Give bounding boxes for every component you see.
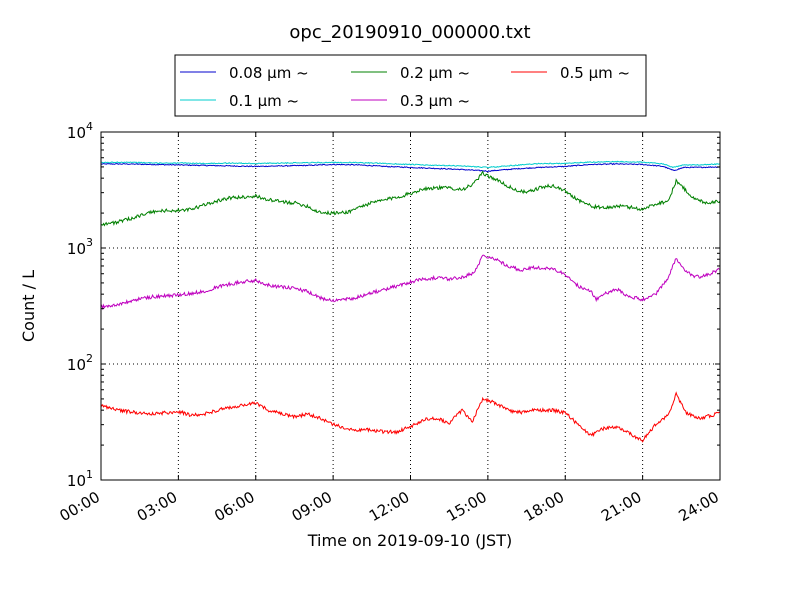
legend-label: 0.2 μm ~ xyxy=(400,64,470,82)
y-tick-exponent: 4 xyxy=(86,120,93,133)
y-tick-exponent: 3 xyxy=(86,236,93,249)
chart-title: opc_20190910_000000.txt xyxy=(289,22,530,43)
legend: 0.08 μm ~ 0.1 μm ~ 0.2 μm ~ 0.3 μm ~ 0.5 μm … xyxy=(174,54,647,117)
series-line-0 xyxy=(100,162,721,172)
legend-label: 0.5 μm ~ xyxy=(560,64,630,82)
y-tick-base: 10 xyxy=(67,472,86,490)
y-tick-label: 102 xyxy=(67,352,93,374)
y-tick-exponent: 2 xyxy=(86,352,93,365)
y-tick-label: 101 xyxy=(67,468,93,490)
series-layer xyxy=(100,160,721,443)
series-line-1 xyxy=(100,160,721,169)
y-axis-label: Count / L xyxy=(19,270,38,342)
y-tick-base: 10 xyxy=(67,240,86,258)
y-tick-label: 104 xyxy=(67,120,93,142)
legend-box xyxy=(174,54,647,117)
x-axis-label: Time on 2019-09-10 (JST) xyxy=(307,531,512,550)
y-tick-base: 10 xyxy=(67,356,86,374)
series-line-3 xyxy=(100,254,721,311)
legend-label: 0.3 μm ~ xyxy=(400,92,470,110)
y-tick-exponent: 1 xyxy=(86,468,93,481)
series-line-4 xyxy=(100,391,721,443)
legend-label: 0.08 μm ~ xyxy=(229,64,309,82)
tick-layer xyxy=(100,131,721,481)
y-tick-base: 10 xyxy=(67,124,86,142)
legend-label: 0.1 μm ~ xyxy=(229,92,299,110)
y-tick-label: 103 xyxy=(67,236,93,258)
series-line-2 xyxy=(100,170,721,227)
